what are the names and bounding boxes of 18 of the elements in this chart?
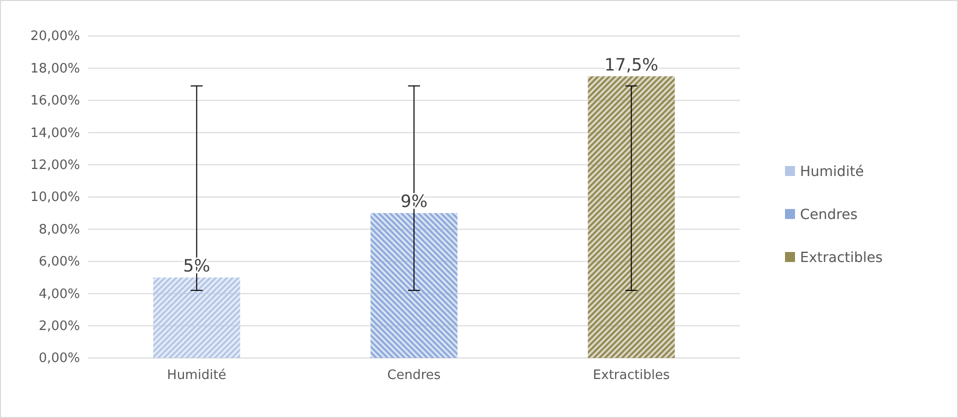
legend-label: Humidité [800,164,864,180]
y-tick-label: 8,00% [38,222,80,238]
y-tick-label: 14,00% [30,126,80,141]
y-tick-label: 2,00% [38,318,80,334]
y-tick-label: 10,00% [30,190,80,206]
y-tick-label: 20,00% [30,29,80,44]
x-tick-label: Extractibles [592,368,670,384]
y-tick-label: 6,00% [38,254,80,270]
legend-label: Extractibles [800,250,883,266]
x-tick-label: Humidité [167,368,226,384]
legend-label: Cendres [800,207,858,223]
x-tick-label: Cendres [387,368,441,384]
y-tick-label: 16,00% [30,94,80,109]
data-label: 17,5% [604,55,658,76]
y-tick-label: 4,00% [38,286,80,302]
y-tick-label: 12,00% [30,158,80,173]
y-tick-label: 18,00% [30,61,80,76]
y-tick-label: 0,00% [38,351,80,366]
